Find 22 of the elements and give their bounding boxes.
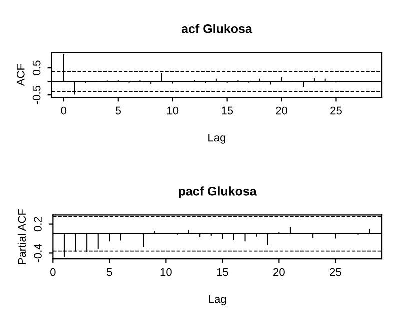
chart-title: pacf Glukosa	[179, 186, 257, 198]
x-axis-title: Lag	[208, 134, 226, 144]
x-tick-label: 0	[50, 268, 56, 276]
x-tick-label: 5	[116, 106, 122, 115]
y-tick-label: 0.5	[32, 60, 41, 76]
x-tick-label: 0	[61, 106, 67, 115]
x-tick-label: 15	[222, 106, 234, 115]
x-tick-label: 25	[330, 106, 342, 115]
y-tick-label: -0.5	[32, 86, 41, 104]
x-axis-title: Lag	[209, 295, 226, 306]
x-tick-label: 10	[168, 106, 179, 115]
y-tick-label: 0.2	[34, 217, 42, 232]
y-axis-title: ACF	[16, 64, 25, 86]
x-tick-label: 10	[160, 268, 172, 276]
chart-title: acf Glukosa	[182, 24, 252, 34]
x-tick-label: 25	[330, 268, 342, 276]
y-tick-label: -0.4	[34, 244, 42, 262]
x-tick-label: 5	[107, 268, 112, 276]
x-tick-label: 20	[276, 106, 288, 115]
y-axis-title: Partial ACF	[18, 209, 26, 264]
x-tick-label: 15	[217, 268, 228, 276]
x-tick-label: 20	[274, 268, 285, 276]
